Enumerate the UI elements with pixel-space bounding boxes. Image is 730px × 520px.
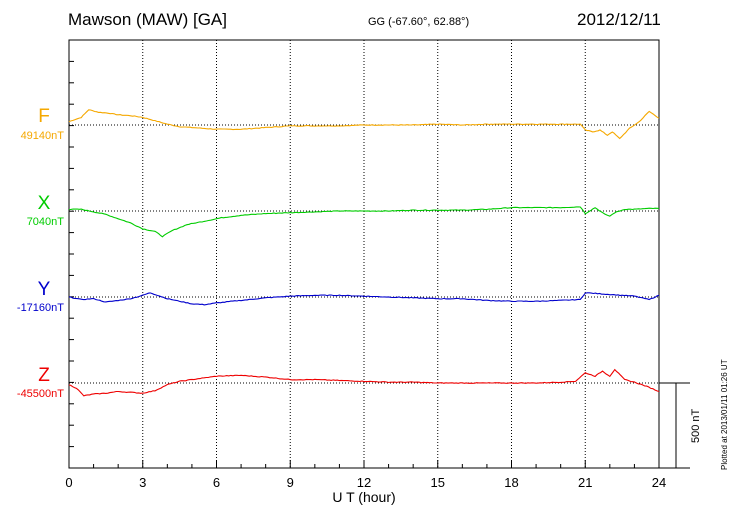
x-tick-label-24: 24 [652,475,666,490]
channel-name-z: Z [38,365,50,386]
channel-baseline-y: -17160nT [16,302,64,314]
vertical-grid [142,40,586,468]
x-tick-label-0: 0 [65,475,72,490]
series-line-f [68,109,660,140]
scale-bar-label: 500 nT [690,408,702,443]
scale-bar [659,382,690,469]
x-axis-label: U T (hour) [332,489,395,505]
channel-baseline-z: -45500nT [16,388,64,400]
series-line-x [68,206,660,238]
plotted-timestamp: Plotted at 2013/01/11 01:26 UT [720,359,729,470]
x-tick-label-18: 18 [504,475,518,490]
x-tick-label-15: 15 [431,475,445,490]
series-line-y [68,292,660,306]
channel-name-y: Y [37,279,51,300]
series-lines [68,109,660,397]
x-tick-label-21: 21 [578,475,592,490]
x-tick-label-9: 9 [287,475,294,490]
x-tick-label-12: 12 [357,475,371,490]
coordinates: GG (-67.60°, 62.88°) [368,16,470,28]
channel-baseline-x: 7040nT [26,216,64,228]
series-line-z [68,368,660,397]
x-tick-labels: 0 3 6 9 12 15 18 21 24 [65,475,666,490]
x-tick-label-3: 3 [139,475,146,490]
bottom-ticks [68,460,660,468]
date-label: 2012/12/11 [577,10,661,29]
x-tick-label-6: 6 [213,475,220,490]
channel-name-f: F [38,106,50,127]
channel-baseline-f: 49140nT [20,130,64,142]
station-title: Mawson (MAW) [GA] [68,10,227,29]
channel-name-x: X [37,193,51,214]
